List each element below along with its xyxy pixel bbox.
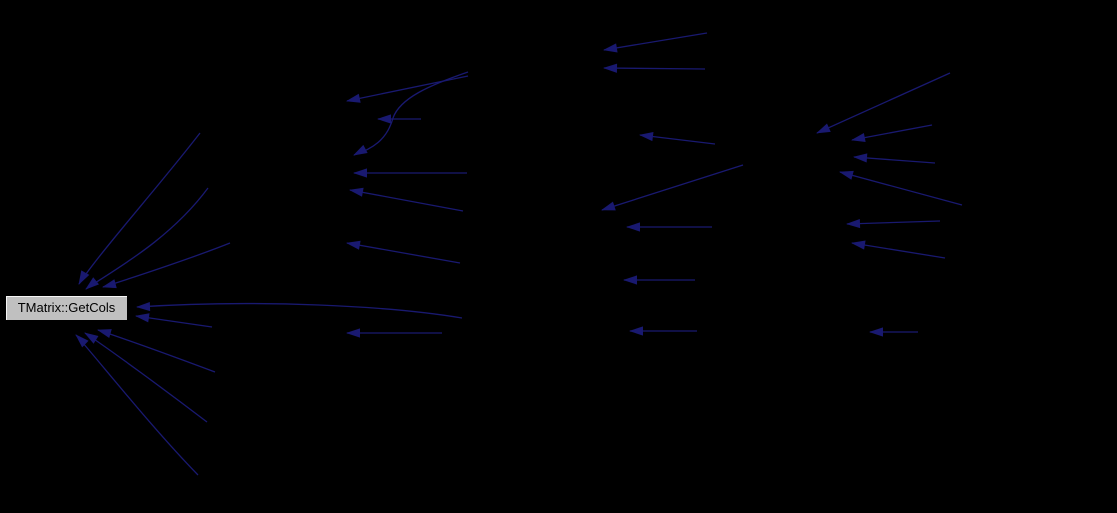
arrowhead-icon: [623, 275, 637, 285]
graph-edge-box-top-1: [78, 132, 201, 285]
graph-edge-box-bottom-3: [75, 334, 199, 476]
graph-edge-col2-5: [626, 222, 712, 232]
arrowhead-icon: [85, 277, 99, 290]
arrowhead-icon: [97, 329, 112, 339]
node-tmatrix-getcols[interactable]: TMatrix::GetCols: [5, 295, 128, 321]
graph-edge-col2-3: [639, 132, 716, 145]
arrowhead-icon: [346, 93, 361, 103]
graph-edge-box-right-1: [136, 301, 463, 319]
arrowhead-icon: [346, 240, 361, 250]
arrowhead-icon: [853, 153, 868, 163]
graph-edge-col2-2: [603, 63, 706, 73]
arrowhead-icon: [851, 133, 866, 143]
arrowhead-icon: [629, 326, 643, 336]
arrowhead-icon: [346, 328, 360, 338]
arrowhead-icon: [135, 313, 150, 323]
arrowhead-icon: [78, 270, 90, 285]
graph-edge-col3-1: [816, 72, 951, 134]
arrowhead-icon: [626, 222, 640, 232]
arrowhead-icon: [603, 43, 618, 53]
arrowhead-icon: [84, 332, 99, 344]
graph-edge-col3-3: [853, 153, 936, 164]
arrowhead-icon: [349, 187, 364, 197]
graph-edge-col3-7: [869, 327, 918, 337]
arrowhead-icon: [353, 168, 367, 178]
graph-edge-col2-1: [603, 32, 708, 53]
graph-edge-col3-5: [846, 218, 941, 229]
graph-edge-col2-6: [623, 275, 695, 285]
arrowhead-icon: [377, 114, 391, 124]
arrowhead-icon: [851, 240, 866, 250]
graph-edge-col1-3: [353, 71, 469, 156]
graph-edge-col3-2: [851, 124, 933, 143]
arrowhead-icon: [75, 334, 89, 348]
arrowhead-icon: [601, 201, 616, 211]
arrowhead-icon: [603, 63, 618, 73]
graph-edge-col2-7: [629, 326, 697, 336]
graph-edge-col3-4: [839, 170, 963, 206]
arrowhead-icon: [136, 301, 151, 312]
arrowhead-icon: [869, 327, 883, 337]
arrowhead-icon: [846, 218, 861, 229]
graph-edge-col2-4: [601, 164, 744, 211]
node-label: TMatrix::GetCols: [17, 300, 116, 315]
graph-edge-col1-4: [353, 168, 467, 178]
graph-edge-col1-5: [349, 187, 464, 212]
graph-edge-col1-1: [346, 75, 469, 103]
graph-edge-box-top-3: [102, 242, 231, 289]
graph-edge-box-bottom-2: [84, 332, 208, 423]
graph-edge-col3-6: [851, 240, 946, 259]
arrowhead-icon: [639, 132, 654, 142]
graph-edge-col1-7: [346, 328, 442, 338]
graph-edge-box-bottom-1: [97, 329, 216, 373]
arrowhead-icon: [816, 123, 831, 134]
graph-edge-box-right-2: [135, 313, 213, 328]
graph-edge-col1-6: [346, 240, 461, 264]
graph-edge-box-top-2: [85, 187, 209, 290]
arrowhead-icon: [839, 170, 854, 180]
arrowhead-icon: [102, 279, 117, 289]
arrowhead-icon: [353, 144, 368, 156]
graph-edge-col1-2: [377, 114, 421, 124]
